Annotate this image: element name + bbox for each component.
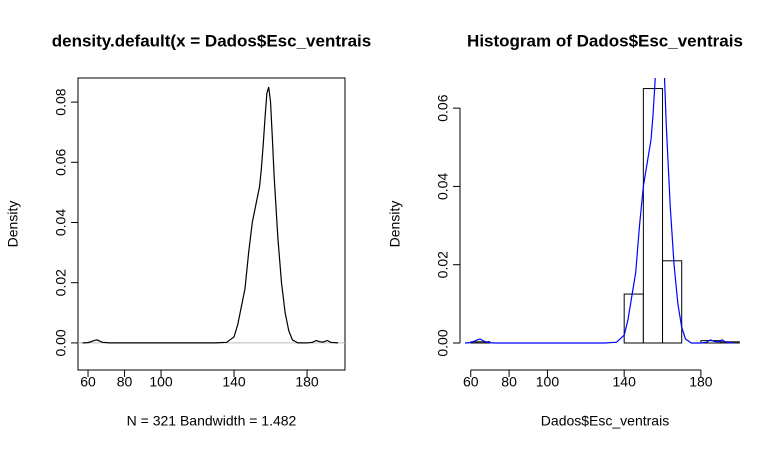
x-tick-label: 60 (80, 374, 96, 390)
histogram-bar (662, 260, 683, 344)
x-tick-label: 180 (295, 374, 319, 390)
x-tick-label: 140 (613, 374, 637, 390)
y-tick-label: 0.04 (53, 209, 69, 236)
y-tick-label: 0.00 (53, 329, 69, 356)
y-axis-label: Density (387, 201, 403, 248)
panel-title-group: Histogram of Dados$Esc_ventrais (467, 31, 743, 50)
x-axis-label: Dados$Esc_ventrais (541, 413, 669, 429)
histogram-bar (642, 88, 664, 344)
y-tick-label: 0.06 (435, 94, 451, 121)
panel-title-group: density.default(x = Dados$Esc_ventrais (52, 31, 372, 50)
x-tick-label: 140 (222, 374, 246, 390)
x-tick-label: 60 (463, 374, 479, 390)
plot-area (464, 78, 740, 344)
density-line (464, 78, 734, 344)
y-tick-label: 0.02 (435, 251, 451, 278)
histogram-bar (623, 293, 644, 344)
x-tick-label: 80 (117, 374, 133, 390)
y-tick-label: 0.08 (53, 88, 69, 115)
plot-box (77, 77, 346, 371)
x-tick-label: 180 (689, 374, 713, 390)
y-tick-label: 0.04 (435, 173, 451, 200)
x-tick-label: 100 (536, 374, 560, 390)
chart-title: density.default(x = Dados$Esc_ventrais (52, 31, 372, 50)
x-tick-label: 100 (149, 374, 173, 390)
x-tick-label: 80 (501, 374, 517, 390)
y-tick-label: 0.06 (53, 148, 69, 175)
chart-title: Histogram of Dados$Esc_ventrais (467, 31, 743, 50)
y-tick-label: 0.00 (435, 329, 451, 356)
y-axis-label: Density (5, 201, 21, 248)
y-tick-label: 0.02 (53, 269, 69, 296)
x-axis-label: N = 321 Bandwidth = 1.482 (127, 413, 297, 429)
plot-area (78, 86, 345, 344)
density-line (82, 86, 339, 344)
